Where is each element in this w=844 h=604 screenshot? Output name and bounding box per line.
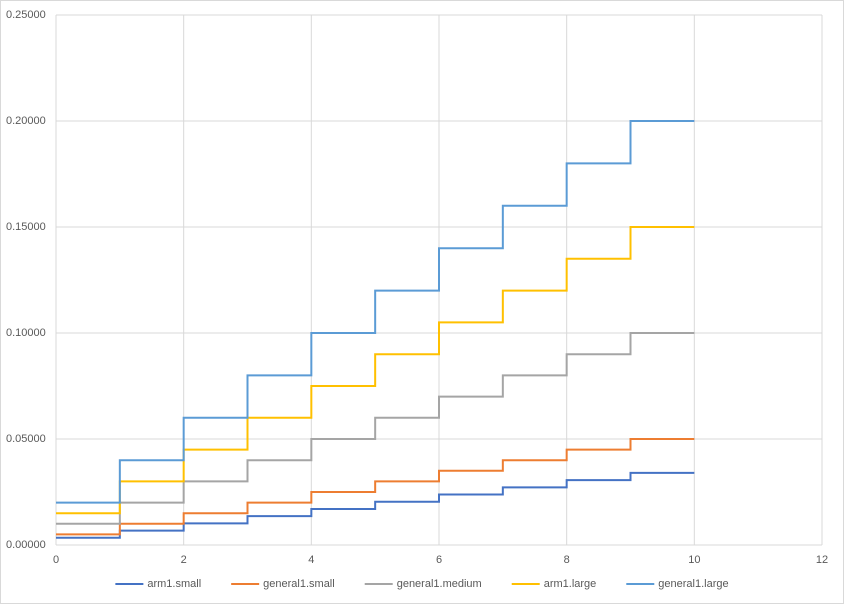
- step-line: [56, 438, 695, 536]
- legend-label: general1.medium: [397, 578, 482, 590]
- x-tick-label: 0: [53, 554, 59, 566]
- x-tick-label: 6: [436, 554, 442, 566]
- x-tick-label: 4: [308, 554, 314, 566]
- step-line: [56, 332, 695, 525]
- legend-label: general1.small: [263, 578, 335, 590]
- legend-label: arm1.small: [147, 578, 201, 590]
- x-tick-label: 8: [564, 554, 570, 566]
- x-tick-label: 12: [816, 554, 828, 566]
- step-line: [56, 471, 695, 539]
- y-tick-label: 0.20000: [6, 115, 46, 127]
- y-tick-label: 0.10000: [6, 327, 46, 339]
- step-line: [56, 120, 695, 504]
- y-tick-label: 0.00000: [6, 539, 46, 551]
- x-tick-label: 2: [181, 554, 187, 566]
- legend-label: general1.large: [658, 578, 728, 590]
- legend-label: arm1.large: [544, 578, 597, 590]
- y-tick-label: 0.25000: [6, 9, 46, 21]
- x-tick-label: 10: [688, 554, 700, 566]
- step-line: [56, 226, 695, 515]
- y-tick-label: 0.15000: [6, 221, 46, 233]
- y-tick-label: 0.05000: [6, 433, 46, 445]
